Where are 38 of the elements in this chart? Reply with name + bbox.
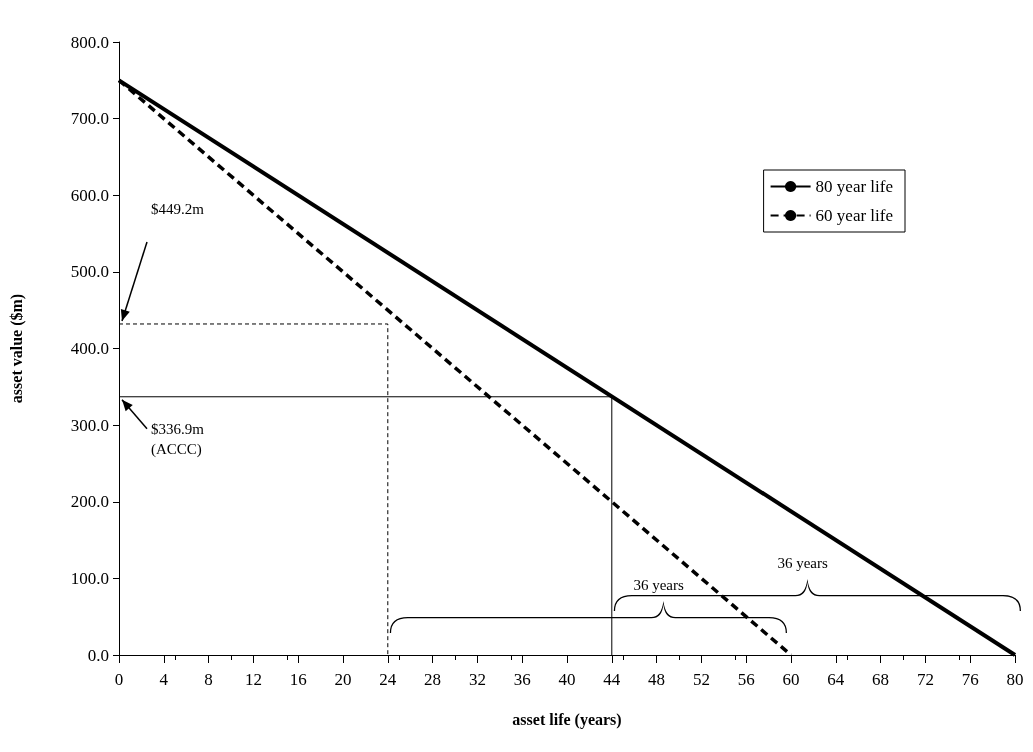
x-tick-label: 0 <box>114 670 124 689</box>
x-tick-label: 24 <box>379 670 397 689</box>
y-tick-label: 100.0 <box>70 568 109 588</box>
x-tick-label: 48 <box>648 670 666 689</box>
legend-label: 80 year life <box>815 177 893 196</box>
annotation: 36 years <box>633 576 684 593</box>
y-tick-label: 600.0 <box>70 185 109 205</box>
x-tick-label: 52 <box>692 670 710 689</box>
x-axis-title: asset life (years) <box>512 710 622 729</box>
x-tick-label: 16 <box>289 670 307 689</box>
x-tick-label: 32 <box>468 670 486 689</box>
x-tick-label: 40 <box>558 670 576 689</box>
x-tick-label: 8 <box>204 670 213 689</box>
y-tick-label: 700.0 <box>70 109 109 129</box>
x-tick-label: 12 <box>244 670 262 689</box>
y-tick-label: 0.0 <box>87 645 109 665</box>
x-tick-label: 80 <box>1006 670 1024 689</box>
x-tick-label: 20 <box>334 670 352 689</box>
y-tick-label: 200.0 <box>70 492 109 512</box>
x-tick-label: 56 <box>737 670 755 689</box>
y-tick-label: 500.0 <box>70 262 109 282</box>
y-axis-title: asset value ($m) <box>7 293 26 404</box>
x-tick-label: 72 <box>916 670 934 689</box>
legend-label: 60 year life <box>815 206 893 225</box>
x-tick-label: 64 <box>827 670 845 689</box>
x-tick-label: 36 <box>513 670 531 689</box>
x-tick-label: 28 <box>424 670 442 689</box>
x-tick-label: 76 <box>961 670 979 689</box>
annotation: 36 years <box>777 554 828 571</box>
x-tick-label: 4 <box>159 670 169 689</box>
x-tick-label: 44 <box>603 670 621 689</box>
y-tick-label: 800.0 <box>70 32 109 52</box>
annotation: $449.2m <box>151 200 205 217</box>
x-tick-label: 68 <box>872 670 890 689</box>
annotation: $336.9m (ACCC) <box>151 420 205 458</box>
y-tick-label: 400.0 <box>70 339 109 358</box>
y-tick-label: 300.0 <box>70 415 109 435</box>
x-tick-label: 60 <box>782 670 800 689</box>
